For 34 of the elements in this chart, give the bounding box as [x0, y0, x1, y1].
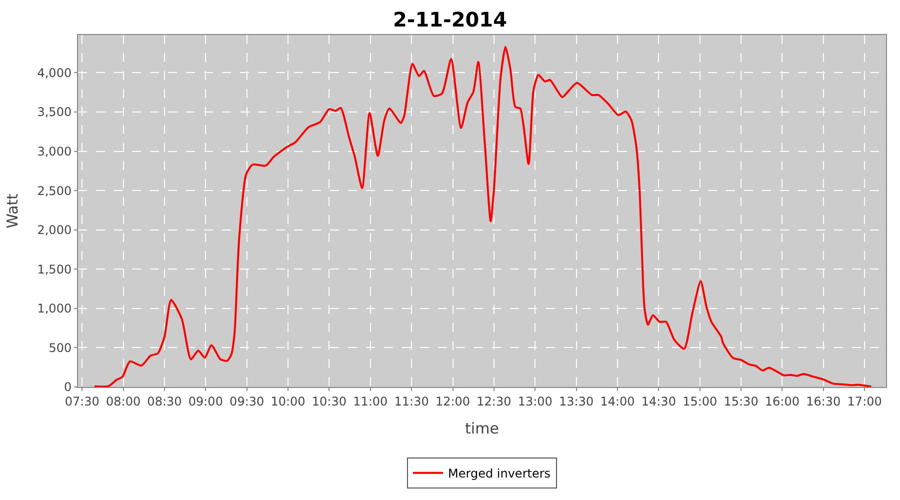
- x-tick-label: 13:30: [559, 394, 594, 408]
- x-tick-label: 11:30: [394, 394, 429, 408]
- x-tick-label: 10:00: [270, 394, 306, 408]
- x-tick-label: 13:00: [518, 394, 552, 408]
- y-tick-label: 3,500: [37, 105, 72, 120]
- x-tick-label: 16:30: [806, 394, 841, 408]
- y-tick-label: 1,500: [37, 262, 72, 276]
- legend-label: Merged inverters: [448, 466, 551, 481]
- y-tick-label: 4,000: [37, 66, 72, 80]
- x-tick-label: 10:30: [312, 394, 347, 408]
- y-tick-label: 2,500: [37, 184, 72, 198]
- line-series: [93, 46, 872, 387]
- y-tick-label: 0: [64, 380, 72, 394]
- x-tick-label: 12:00: [435, 394, 470, 408]
- y-axis-title: Watt: [3, 193, 22, 228]
- y-tick-label: 2,000: [37, 223, 72, 238]
- x-tick-label: 16:00: [764, 394, 800, 408]
- x-tick-label: 15:30: [724, 394, 758, 408]
- y-tick-label: 1,000: [37, 302, 72, 316]
- x-tick-label: 09:00: [188, 394, 223, 408]
- x-tick-label: 09:30: [230, 394, 264, 408]
- x-tick-label: 15:00: [682, 394, 718, 408]
- x-tick-label: 14:00: [600, 394, 635, 408]
- x-tick-label: 12:30: [476, 394, 512, 408]
- y-tick-label: 500: [48, 340, 72, 355]
- x-axis-title: time: [465, 419, 499, 438]
- x-tick-label: 14:30: [641, 394, 676, 408]
- x-tick-label: 08:00: [106, 394, 141, 408]
- x-tick-label: 17:00: [847, 394, 882, 408]
- x-tick-label: 08:30: [147, 394, 182, 408]
- x-tick-label: 07:30: [64, 394, 100, 408]
- x-tick-label: 11:00: [353, 394, 388, 408]
- chart-title: 2-11-2014: [392, 8, 508, 32]
- y-tick-label: 3,000: [37, 144, 72, 158]
